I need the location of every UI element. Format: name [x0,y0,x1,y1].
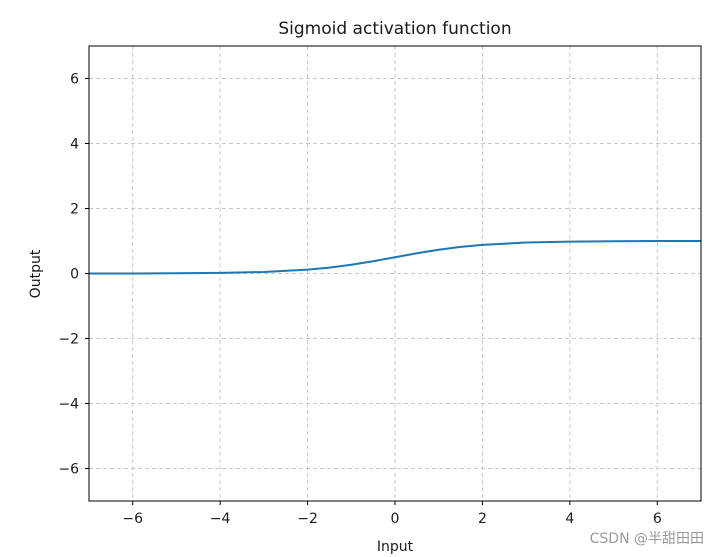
x-axis-label: Input [377,539,414,555]
x-tick-label: 0 [391,511,400,527]
x-tick-label: 4 [565,511,574,527]
sigmoid-series-line [88,240,702,275]
series-layer [88,240,702,275]
x-tick-label: −6 [122,511,143,527]
x-tick-label: 6 [653,511,662,527]
y-tick-label: −4 [58,397,79,413]
x-tick-label: −4 [210,511,231,527]
y-tick-label: 6 [70,72,79,88]
watermark: CSDN @半甜田田 [590,531,704,547]
chart-title: Sigmoid activation function [278,19,511,39]
y-tick-label: 4 [70,137,79,153]
y-tick-label: −2 [58,332,79,348]
y-axis-ticks: −6 −4 −2 0 2 4 6 [58,72,89,478]
x-axis-ticks: −6 −4 −2 0 2 4 6 [122,501,662,527]
y-tick-label: 0 [70,267,79,283]
y-tick-label: −6 [58,462,79,478]
y-tick-label: 2 [70,202,79,218]
x-tick-label: −2 [297,511,318,527]
y-axis-label: Output [28,249,44,298]
x-tick-label: 2 [478,511,487,527]
